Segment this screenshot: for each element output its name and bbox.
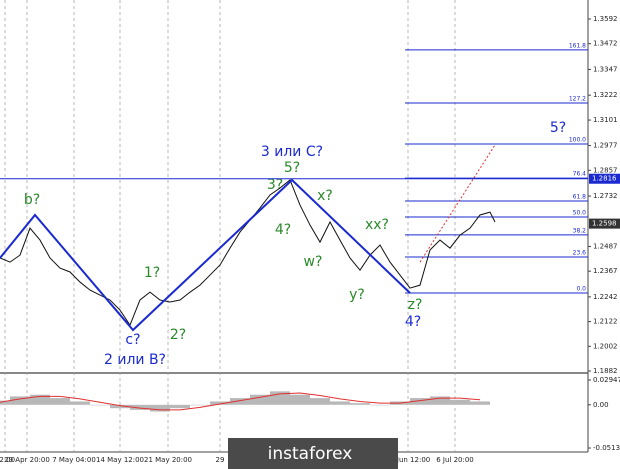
oscillator-bar <box>230 398 250 405</box>
y-tick-label: 1.3101 <box>593 116 618 124</box>
level-box <box>589 173 620 184</box>
wave-label: xx? <box>365 217 389 233</box>
y-tick-label: 1.2367 <box>593 267 618 275</box>
wave-label: y? <box>349 287 365 303</box>
watermark-box <box>228 438 398 469</box>
wave-label: x? <box>317 188 333 204</box>
oscillator-bar <box>210 401 230 405</box>
wave-label: 2? <box>170 327 186 343</box>
y-tick-label: 1.3347 <box>593 65 618 73</box>
x-tick-label: 12:00 <box>0 456 15 464</box>
wave-label: 2 или B? <box>104 352 166 368</box>
fib-label: 50.0 <box>573 210 587 217</box>
y-tick-label: 1.2487 <box>593 242 618 250</box>
wave-label: 5? <box>550 120 566 136</box>
price-label: 1.2598 <box>592 220 617 228</box>
y-tick-label: 1.2242 <box>593 293 618 301</box>
y-tick-label: -0.05131 <box>593 444 620 452</box>
x-tick-label: 21 May 20:00 <box>144 456 192 464</box>
wave-label: b? <box>24 192 40 208</box>
oscillator-bar <box>110 404 130 409</box>
y-tick-label: 1.2977 <box>593 142 618 150</box>
wave-label: 3 или C? <box>261 144 323 160</box>
wave-label: 1? <box>144 265 160 281</box>
oscillator-bar <box>150 404 170 412</box>
wave-label: 4? <box>275 222 291 238</box>
wave-label: w? <box>304 254 323 270</box>
wave-label: 5? <box>284 160 300 176</box>
fib-label: 38.2 <box>573 227 587 234</box>
x-tick-label: 14 May 12:00 <box>96 456 144 464</box>
target-line <box>419 144 496 263</box>
x-tick-label: 7 May 04:00 <box>52 456 96 464</box>
oscillator-bar <box>190 404 210 406</box>
oscillator-bar <box>50 398 70 405</box>
y-tick-label: 1.2857 <box>593 166 618 174</box>
oscillator-bar <box>0 400 10 405</box>
x-tick-label: 29 <box>216 456 225 464</box>
fib-label: 61.8 <box>573 193 587 200</box>
oscillator-bar <box>370 404 390 406</box>
y-tick-label: 0.00 <box>593 401 609 409</box>
fib-label: 127.2 <box>569 95 586 102</box>
oscillator-bar <box>170 404 190 409</box>
oscillator-bar <box>30 394 50 405</box>
fib-label: 100.0 <box>569 136 586 143</box>
y-tick-label: 1.3222 <box>593 91 618 99</box>
oscillator-bar <box>450 399 470 405</box>
watermark: instaforex <box>268 444 353 464</box>
fib-label: 23.6 <box>573 249 587 256</box>
wave-label: 4? <box>405 314 421 330</box>
x-tick-label: 29 Apr 20:00 <box>4 456 50 464</box>
oscillator-bar <box>250 394 270 405</box>
fib-label: 76.4 <box>573 171 587 178</box>
y-tick-label: 0.02947 <box>593 376 620 384</box>
oscillator-bar <box>130 404 150 410</box>
y-tick-label: 1.3592 <box>593 15 618 23</box>
y-tick-label: 1.2732 <box>593 192 618 200</box>
fib-label: 161.8 <box>569 42 586 49</box>
y-tick-label: 1.3472 <box>593 40 618 48</box>
y-tick-label: 1.1882 <box>593 367 618 375</box>
oscillator-bar <box>430 396 450 405</box>
level-label: 1.2816 <box>592 175 617 183</box>
oscillator-bar <box>410 398 430 405</box>
oscillator-bar <box>470 401 490 405</box>
wave-label: c? <box>125 332 140 348</box>
oscillator-bar <box>290 394 310 405</box>
oscillator-bar <box>90 404 110 406</box>
oscillator-bar <box>350 403 370 405</box>
oscillator-bar <box>70 401 90 405</box>
oscillator-bar <box>330 401 350 405</box>
oscillator-bar <box>310 398 330 405</box>
fib-label: 0.0 <box>576 285 586 292</box>
y-tick-label: 1.2002 <box>593 342 618 350</box>
wave-label: z? <box>408 297 423 313</box>
x-tick-label: 29 Jun 12:00 <box>386 456 430 464</box>
wave-line <box>0 178 411 332</box>
y-tick-label: 1.2122 <box>593 318 618 326</box>
x-tick-label: 6 Jul 20:00 <box>436 456 474 464</box>
oscillator-bar <box>10 396 30 405</box>
signal-line <box>0 392 481 411</box>
price-box <box>589 218 620 229</box>
